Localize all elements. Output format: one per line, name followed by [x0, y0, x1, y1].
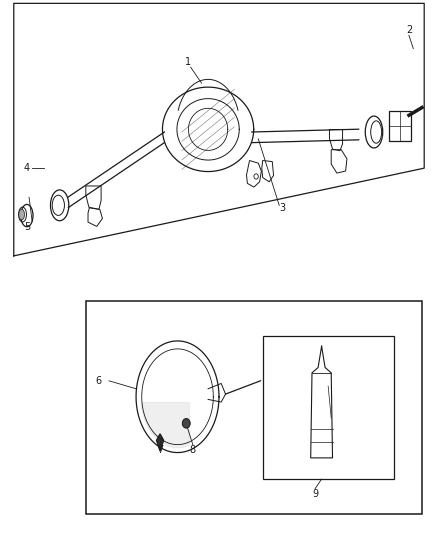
Text: 7: 7: [157, 445, 163, 455]
Bar: [263, 336, 394, 479]
Text: 4: 4: [24, 163, 30, 173]
Text: 1: 1: [185, 57, 191, 67]
Bar: [86, 301, 422, 514]
Text: 3: 3: [279, 203, 286, 213]
Text: 2: 2: [406, 25, 412, 35]
Text: 6: 6: [96, 376, 102, 386]
Ellipse shape: [19, 209, 25, 220]
Polygon shape: [156, 434, 163, 451]
Text: 5: 5: [24, 222, 30, 232]
Text: 9: 9: [312, 489, 318, 499]
Text: 8: 8: [190, 445, 196, 455]
Circle shape: [182, 418, 190, 428]
